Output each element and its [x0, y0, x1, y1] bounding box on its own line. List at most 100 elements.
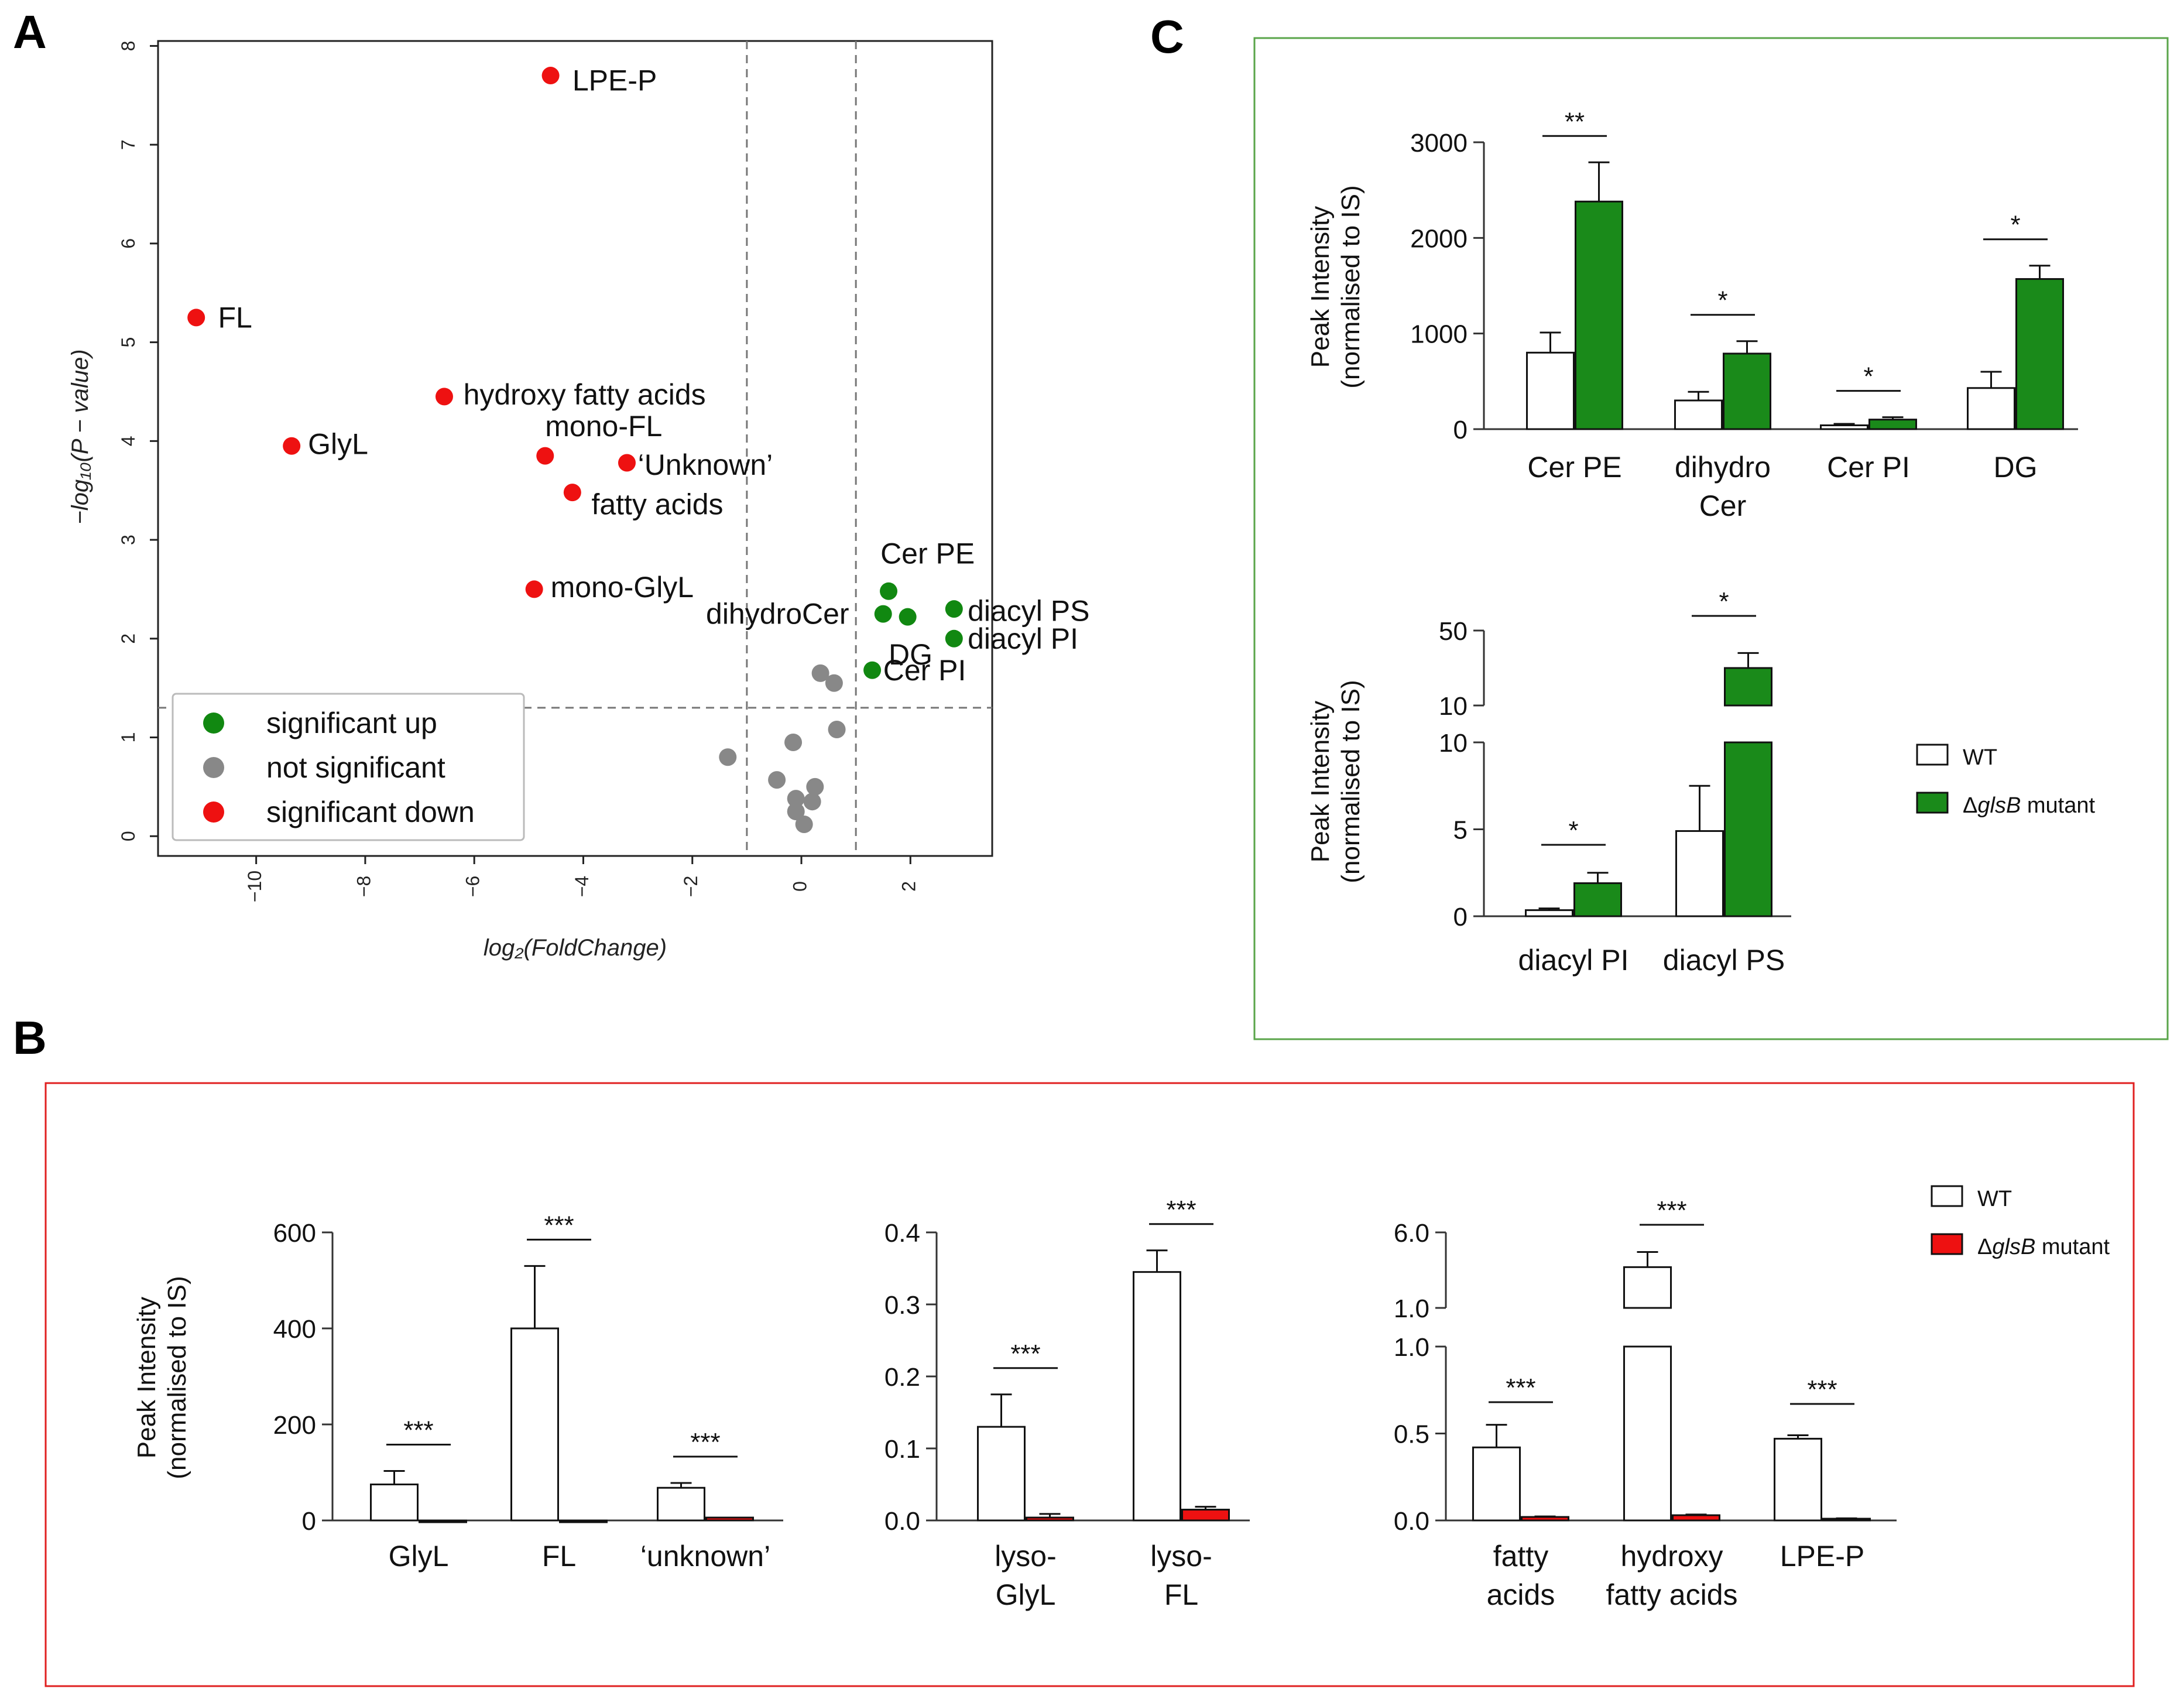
bar-0: [1472, 1446, 1521, 1522]
x-axis-label: log₂(FoldChange): [484, 935, 667, 961]
significance-stars: ***: [690, 1428, 720, 1457]
bar-0: [1774, 1437, 1822, 1522]
bar-chart-b-left: 0 200 400 600 *** GlyL *** FL *** ‘unknown’ Peak I…: [132, 1211, 783, 1573]
legend-label-main: WT: [1963, 745, 1997, 770]
y-tick-label: 0.0: [884, 1507, 920, 1536]
significance-stars: *: [1568, 816, 1578, 845]
legend-label-main: Δ: [1977, 1235, 1992, 1259]
category-label: diacyl PI: [1518, 944, 1629, 977]
point-up: [945, 600, 963, 618]
point-label: DG: [889, 638, 932, 671]
bar-1: [705, 1516, 754, 1522]
significance-stars: ***: [1010, 1340, 1040, 1368]
point-down: [283, 437, 301, 455]
point-ns: [803, 793, 821, 811]
point-up: [945, 629, 963, 648]
bar-1-lower: [1724, 741, 1772, 917]
y-tick-label: 2000: [1410, 224, 1468, 253]
y-axis-title: (normalised to IS): [1336, 185, 1365, 388]
bar-1: [419, 1519, 467, 1523]
point-down: [525, 580, 543, 598]
y-tick-label: 5: [1453, 816, 1468, 845]
point-ns: [811, 664, 829, 682]
point-down: [563, 484, 581, 502]
y-tick-label: 1.0: [1394, 1333, 1429, 1362]
point-up: [880, 582, 898, 600]
x-tick-label: −10: [244, 871, 265, 902]
point-up: [899, 608, 917, 626]
point-label: Cer PI: [883, 654, 966, 687]
category-label: FL: [1164, 1578, 1198, 1611]
volcano-plot: −10 −8 −6 −4 −2 0 2 0 1 2 3 4 5 6 7 8 log₂(FoldChange) −l…: [67, 40, 1090, 961]
y-tick-label: 0.4: [884, 1219, 920, 1248]
y-tick-label: 0.1: [884, 1435, 920, 1464]
legend-marker: [203, 713, 224, 734]
point-label: ‘Unknown’: [638, 448, 773, 481]
bar-0: [1674, 399, 1723, 430]
point-label: diacyl PS: [968, 595, 1089, 628]
significance-stars: *: [1719, 587, 1729, 616]
bar-chart-c-bottom: 0 5 10 10 50 * diacyl PI * diacyl PS Peak Intensi…: [1306, 587, 2095, 977]
significance-stars: ***: [403, 1416, 433, 1445]
legend-label-main: WT: [1977, 1187, 2012, 1211]
bar-chart-c-top: 0 1000 2000 3000 ** Cer PE * dihydro Cer * Cer PI *…: [1306, 107, 2078, 522]
bar-0: [1820, 424, 1868, 430]
point-ns: [806, 777, 824, 796]
category-label: Cer: [1699, 489, 1747, 522]
y-tick-label: 1: [118, 732, 139, 743]
category-label: fatty acids: [1606, 1578, 1737, 1611]
y-axis-title: (normalised to IS): [163, 1276, 191, 1479]
significance-stars: ***: [1506, 1373, 1535, 1402]
bar-0: [1675, 830, 1724, 917]
panel-label-b: B: [13, 1012, 47, 1064]
point-ns: [784, 733, 803, 751]
y-tick-label: 0: [302, 1507, 316, 1536]
point-ns: [719, 748, 737, 766]
point-ns: [795, 816, 813, 834]
bar-chart-b-right: 0.0 0.5 1.0 1.0 6.0 *** fatty acids *** hydroxy fa…: [1394, 1185, 2110, 1611]
category-label: dihydro: [1675, 451, 1771, 484]
y-tick-label: 50: [1439, 617, 1468, 646]
panel-c-frame: [1253, 37, 2169, 1040]
y-tick-label: 1000: [1410, 320, 1468, 349]
y-tick-label: 0.2: [884, 1363, 920, 1392]
category-label: lyso-: [1150, 1540, 1212, 1573]
bar-0: [510, 1327, 559, 1522]
significance-stars: ***: [544, 1211, 574, 1239]
x-tick-label: −6: [462, 876, 484, 897]
y-tick-label: 8: [118, 41, 139, 52]
y-axis-title: Peak Intensity: [1306, 701, 1335, 862]
significance-stars: *: [2010, 211, 2020, 239]
category-label: Cer PE: [1527, 451, 1621, 484]
significance-stars: ***: [1807, 1375, 1837, 1404]
bar-chart-b-middle: 0.0 0.1 0.2 0.3 0.4 *** lyso- GlyL *** lyso- FL: [884, 1196, 1250, 1611]
point-down: [541, 67, 560, 85]
legend-label-italic: glsB: [1992, 1235, 2035, 1259]
bar-0: [370, 1484, 419, 1522]
x-tick-label: −8: [353, 876, 374, 897]
panel-b-frame: [44, 1082, 2135, 1687]
bar-1-upper: [1724, 667, 1772, 707]
legend-label-suffix: mutant: [2021, 793, 2095, 818]
bar-0-upper: [1623, 1266, 1672, 1309]
x-tick-label: −2: [680, 876, 701, 897]
bar-1: [1575, 200, 1623, 430]
legend-label: significant up: [266, 707, 437, 739]
x-tick-label: −4: [571, 876, 592, 897]
bar-0: [1526, 351, 1575, 430]
bar-0: [1525, 909, 1573, 917]
bar-1: [2015, 278, 2064, 430]
y-tick-label: 0: [1453, 903, 1468, 931]
category-label: LPE-P: [1780, 1540, 1865, 1573]
y-tick-label: 200: [273, 1411, 316, 1440]
point-label: diacyl PI: [968, 622, 1078, 655]
y-tick-label: 400: [273, 1315, 316, 1344]
legend-label: ΔglsB mutant: [1963, 793, 2095, 818]
point-label: hydroxy fatty acids: [464, 378, 706, 411]
bar-0-lower: [1623, 1345, 1672, 1522]
y-tick-label: 0: [1453, 416, 1468, 444]
y-tick-label: 6.0: [1394, 1219, 1429, 1248]
point-down: [435, 388, 453, 406]
y-tick-label: 0.0: [1394, 1507, 1429, 1536]
y-tick-label: 600: [273, 1219, 316, 1248]
